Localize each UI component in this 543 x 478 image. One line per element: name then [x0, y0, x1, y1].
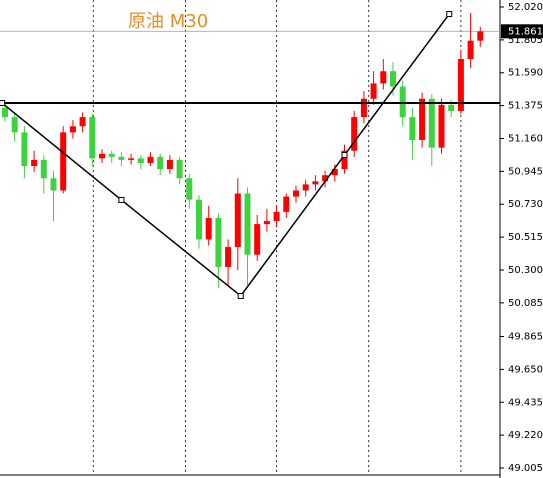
trendline-anchor — [118, 196, 125, 203]
y-tick-label: 49.650 — [508, 364, 543, 375]
y-tick-label: 49.435 — [508, 397, 543, 408]
last-price-label: 51.861 — [508, 26, 543, 37]
candle-body — [293, 190, 299, 197]
y-tick-label: 50.085 — [508, 298, 543, 309]
candle-body — [186, 178, 193, 200]
chart-title: 原油 M30 — [128, 11, 208, 32]
candle-body — [176, 159, 183, 179]
y-tick-label: 50.300 — [508, 265, 543, 276]
candle-body — [322, 175, 329, 182]
candle-body — [205, 218, 212, 240]
candle-body — [477, 31, 484, 41]
candle-body — [147, 156, 154, 163]
candle-body — [11, 117, 18, 133]
candle-body — [419, 98, 426, 141]
candle-body — [467, 40, 474, 59]
candle-body — [157, 156, 164, 170]
candle-body — [137, 158, 144, 163]
candle-body — [244, 193, 251, 255]
candle-body — [108, 153, 115, 157]
candle-body — [399, 86, 406, 118]
candle-body — [457, 58, 464, 111]
trendline-anchor — [446, 11, 453, 18]
candle-body — [69, 126, 76, 133]
candle-body — [380, 71, 387, 84]
candle-body — [99, 153, 105, 159]
y-tick-label: 51.375 — [508, 101, 543, 112]
y-tick-label: 49.865 — [508, 332, 543, 343]
candle-body — [79, 117, 86, 127]
candle-body — [118, 156, 125, 160]
candle-body — [438, 104, 445, 148]
candle-body — [273, 211, 280, 222]
y-tick-label: 51.805 — [508, 35, 543, 46]
y-tick-label: 49.005 — [508, 463, 543, 474]
candle-body — [21, 132, 28, 167]
trendline-anchor — [0, 100, 6, 107]
candle-body — [409, 117, 416, 141]
candle-body — [312, 181, 319, 185]
candle-body — [341, 150, 348, 170]
candle-body — [60, 132, 67, 191]
candle-body — [196, 199, 202, 240]
candle-body — [283, 196, 290, 212]
y-tick-label: 51.590 — [508, 68, 543, 79]
candle-body — [40, 159, 47, 179]
y-tick-label: 52.020 — [508, 2, 543, 13]
candle-body — [215, 218, 222, 267]
y-tick-label: 49.220 — [508, 430, 543, 441]
trendline-anchor — [341, 152, 348, 159]
candle-body — [360, 98, 367, 118]
plot — [0, 0, 500, 475]
trendline-anchor — [237, 292, 244, 299]
candle-body — [31, 159, 38, 167]
y-tick-label: 51.160 — [508, 133, 543, 144]
y-tick-label: 50.515 — [508, 232, 543, 243]
candle-body — [225, 247, 232, 267]
candle-body — [263, 221, 270, 225]
candle-body — [2, 107, 8, 118]
candle-body — [128, 158, 135, 160]
candle-body — [50, 178, 57, 191]
candle-body — [351, 117, 358, 151]
candle-body — [254, 224, 261, 255]
candle-body — [390, 71, 396, 87]
candle-body — [428, 98, 435, 148]
candle-body — [89, 117, 96, 159]
candle-body — [448, 104, 455, 111]
candle-body — [234, 193, 241, 248]
candle-body — [302, 184, 309, 191]
y-tick-label: 50.945 — [508, 166, 543, 177]
last-price-box — [501, 24, 543, 39]
y-tick-label: 50.730 — [508, 199, 543, 210]
candle-body — [331, 169, 338, 176]
candle-body — [166, 159, 173, 170]
candle-body — [370, 83, 377, 99]
